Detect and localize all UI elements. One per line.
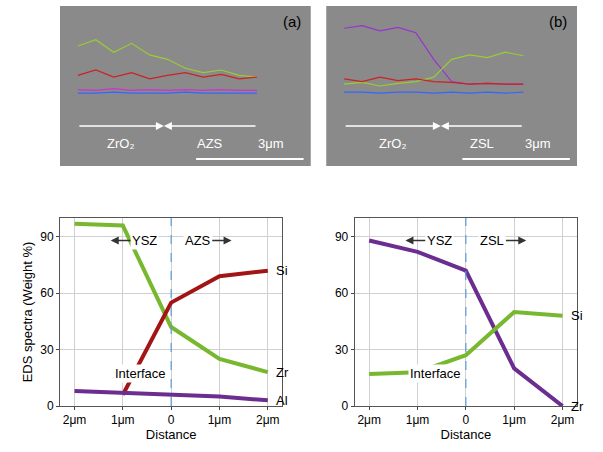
- svg-text:2μm: 2μm: [357, 413, 381, 427]
- svg-text:2μm: 2μm: [256, 413, 280, 427]
- svg-text:YSZ: YSZ: [132, 233, 157, 248]
- svg-text:ZSL: ZSL: [470, 136, 494, 151]
- svg-text:Si: Si: [276, 263, 288, 278]
- svg-text:Distance: Distance: [146, 427, 197, 442]
- svg-text:2μm: 2μm: [63, 413, 87, 427]
- svg-text:0: 0: [168, 413, 175, 427]
- svg-text:0: 0: [463, 413, 470, 427]
- svg-text:1μm: 1μm: [208, 413, 232, 427]
- svg-text:Interface: Interface: [410, 366, 461, 381]
- svg-text:90: 90: [40, 230, 54, 244]
- svg-text:ZrO₂: ZrO₂: [107, 136, 134, 151]
- svg-text:EDS spectra (Weight %): EDS spectra (Weight %): [20, 242, 35, 383]
- svg-text:Al: Al: [276, 393, 288, 408]
- svg-text:AZS: AZS: [197, 136, 223, 151]
- svg-text:3μm: 3μm: [525, 136, 551, 151]
- svg-text:ZSL: ZSL: [480, 233, 504, 248]
- svg-text:1μm: 1μm: [406, 413, 430, 427]
- svg-text:3μm: 3μm: [258, 136, 284, 151]
- svg-text:0: 0: [342, 399, 349, 413]
- svg-text:60: 60: [335, 286, 349, 300]
- svg-text:1μm: 1μm: [111, 413, 135, 427]
- svg-text:ZrO₂: ZrO₂: [379, 136, 406, 151]
- svg-text:Interface: Interface: [115, 366, 166, 381]
- svg-text:YSZ: YSZ: [427, 233, 452, 248]
- svg-text:Distance: Distance: [441, 427, 492, 442]
- svg-text:Si: Si: [571, 308, 583, 323]
- svg-text:0: 0: [47, 399, 54, 413]
- svg-text:Zr: Zr: [276, 365, 289, 380]
- svg-text:60: 60: [40, 286, 54, 300]
- svg-text:Zr: Zr: [571, 399, 584, 414]
- svg-text:(a): (a): [283, 13, 301, 30]
- svg-text:AZS: AZS: [185, 233, 211, 248]
- svg-text:1μm: 1μm: [502, 413, 526, 427]
- svg-text:30: 30: [40, 343, 54, 357]
- svg-text:(b): (b): [549, 13, 567, 30]
- svg-text:2μm: 2μm: [551, 413, 575, 427]
- svg-text:90: 90: [335, 230, 349, 244]
- svg-text:30: 30: [335, 343, 349, 357]
